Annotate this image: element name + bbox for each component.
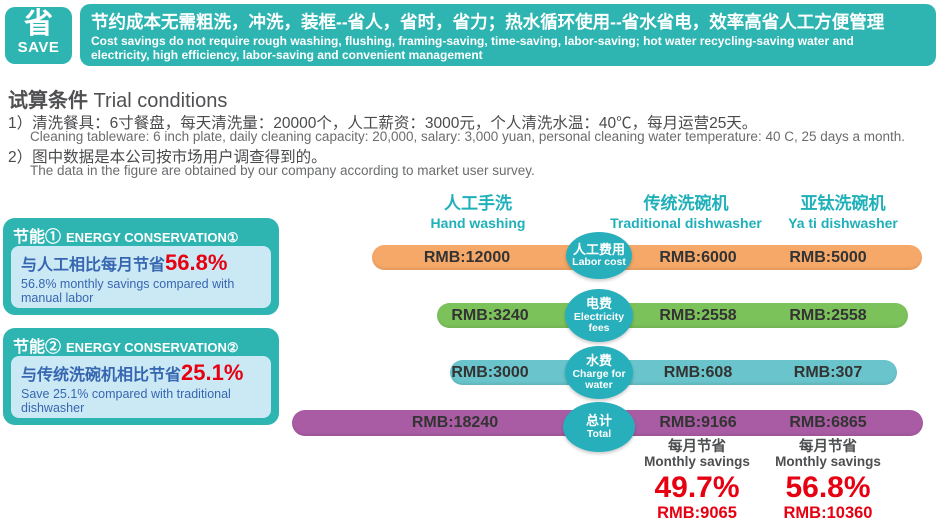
energy-panel-1-line-cn: 与人工相比每月节省 [21, 257, 166, 274]
trial-item-2-en: The data in the figure are obtained by o… [30, 163, 535, 178]
savings-yati-amount: RMB:10360 [783, 503, 873, 518]
energy-panel-1-title-cn: 节能① [13, 229, 62, 246]
row-badge-water-cn: 水费 [585, 353, 612, 369]
energy-panel-2-title-en: ENERGY CONSERVATION② [66, 340, 239, 355]
save-badge-en-text: SAVE [17, 39, 60, 57]
bar-labor-cost [372, 245, 922, 270]
row-badge-electricity-en: Electricity fees [573, 310, 625, 334]
savings-yati-percent: 56.8% [785, 471, 871, 505]
energy-panel-2-desc: Save 25.1% compared with traditional dis… [21, 387, 231, 416]
banner-subtitle-en-line2: electricity, high efficiency, labor-savi… [91, 48, 483, 63]
row-badge-electricity-fees: 电费 Electricity fees [565, 289, 633, 342]
trial-item-2-cn: 2）图中数据是本公司按市场用户调查得到的。 [8, 149, 327, 166]
row-badge-labor-en: Labor cost [572, 256, 626, 269]
bar-electricity-fees [437, 303, 908, 328]
banner-subtitle-en-line1: Cost savings do not require rough washin… [91, 34, 854, 48]
trial-item-1-en: Cleaning tableware: 6 inch plate, daily … [30, 129, 906, 144]
bar-value-labor-traditional: RMB:6000 [659, 249, 737, 266]
energy-panel-2-title-cn: 节能② [13, 339, 62, 356]
energy-panel-2: 节能② ENERGY CONSERVATION② 与传统洗碗机相比节省25.1% … [3, 328, 279, 425]
bar-value-total-hand: RMB:18240 [411, 414, 499, 431]
savings-traditional-amount: RMB:9065 [657, 503, 737, 518]
energy-panel-1: 节能① ENERGY CONSERVATION① 与人工相比每月节省56.8% 5… [3, 218, 279, 315]
column-header-yati-dishwasher: 亚钛洗碗机 Ya ti dishwasher [733, 189, 940, 231]
column-header-yati-en: Ya ti dishwasher [788, 215, 898, 231]
energy-panel-1-body: 与人工相比每月节省56.8% 56.8% monthly savings com… [11, 246, 271, 308]
row-badge-water-charge: 水费 Charge for water [565, 346, 633, 399]
bar-value-elec-yati: RMB:2558 [789, 307, 867, 324]
trial-title-cn: 试算条件 [8, 90, 88, 112]
energy-panel-2-value: 25.1% [181, 360, 244, 385]
savings-block-traditional: 每月节省 Monthly savings 49.7% RMB:9065 [612, 439, 782, 518]
energy-panel-2-line: 与传统洗碗机相比节省25.1% [21, 360, 261, 386]
save-badge-cn-text: 省 [23, 8, 53, 40]
trial-conditions-title: 试算条件 Trial conditions [8, 84, 227, 113]
row-badge-total-en: Total [586, 427, 612, 440]
column-header-hand-washing: 人工手洗 Hand washing [368, 189, 588, 231]
energy-panel-1-header: 节能① ENERGY CONSERVATION① [3, 218, 279, 247]
energy-panel-1-value: 56.8% [165, 250, 228, 275]
save-badge: 省 SAVE [5, 7, 72, 64]
trial-item-1-cn: 1）清洗餐具：6寸餐盘，每天清洗量：20000个，人工薪资：3000元，个人清洗… [8, 115, 758, 132]
savings-yati-label-en: Monthly savings [775, 454, 881, 470]
bar-value-water-yati: RMB:307 [793, 364, 863, 381]
savings-block-yati: 每月节省 Monthly savings 56.8% RMB:10360 [743, 439, 913, 518]
bar-value-elec-hand: RMB:3240 [451, 307, 529, 324]
savings-yati-label-cn: 每月节省 [799, 439, 857, 455]
banner-title-cn: 节约成本无需粗洗，冲洗，装框--省人，省时，省力；热水循环使用--省水省电，效率… [91, 12, 885, 32]
energy-panel-2-header: 节能② ENERGY CONSERVATION② [3, 328, 279, 357]
column-header-traditional-dishwasher: 传统洗碗机 Traditional dishwasher [576, 189, 796, 231]
column-header-hand-washing-en: Hand washing [430, 215, 526, 231]
column-header-hand-washing-cn: 人工手洗 [444, 194, 512, 213]
row-badge-total: 总计 Total [563, 402, 635, 452]
header-banner: 节约成本无需粗洗，冲洗，装框--省人，省时，省力；热水循环使用--省水省电，效率… [80, 4, 936, 66]
energy-panel-1-line: 与人工相比每月节省56.8% [21, 250, 261, 276]
energy-panel-2-body: 与传统洗碗机相比节省25.1% Save 25.1% compared with… [11, 356, 271, 418]
row-badge-labor-cn: 人工费用 [572, 241, 625, 257]
row-badge-electricity-cn: 电费 [585, 296, 612, 312]
savings-traditional-percent: 49.7% [654, 471, 740, 505]
row-badge-labor-cost: 人工费用 Labor cost [566, 232, 632, 279]
bar-value-labor-yati: RMB:5000 [789, 249, 867, 266]
bar-water-charge [450, 360, 897, 385]
energy-panel-2-line-cn: 与传统洗碗机相比节省 [21, 367, 182, 384]
bar-value-water-traditional: RMB:608 [663, 364, 733, 381]
trial-title-en: Trial conditions [88, 90, 228, 112]
column-header-traditional-en: Traditional dishwasher [610, 215, 762, 231]
savings-traditional-label-cn: 每月节省 [668, 439, 726, 455]
row-badge-total-cn: 总计 [585, 413, 612, 429]
savings-traditional-label-en: Monthly savings [644, 454, 750, 470]
energy-panel-1-desc: 56.8% monthly savings compared with manu… [21, 277, 235, 306]
bar-value-total-yati: RMB:6865 [789, 414, 867, 431]
bar-value-labor-hand: RMB:12000 [423, 249, 511, 266]
row-badge-water-en: Charge for water [572, 367, 626, 391]
bar-value-elec-traditional: RMB:2558 [659, 307, 737, 324]
energy-panel-1-title-en: ENERGY CONSERVATION① [66, 230, 239, 245]
bar-value-water-hand: RMB:3000 [451, 364, 529, 381]
bar-value-total-traditional: RMB:9166 [659, 414, 737, 431]
column-header-traditional-cn: 传统洗碗机 [643, 194, 729, 213]
column-header-yati-cn: 亚钛洗碗机 [800, 194, 886, 213]
